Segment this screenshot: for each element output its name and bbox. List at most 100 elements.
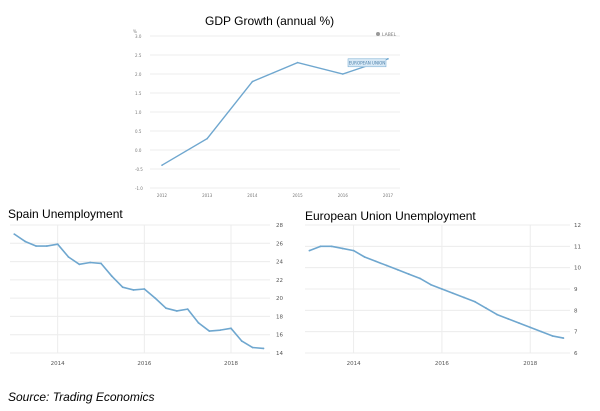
data-point	[387, 58, 389, 60]
series-line	[161, 58, 389, 166]
data-point	[251, 80, 254, 83]
data-point	[143, 288, 146, 290]
spain-unemployment-chart: Spain Unemployment 14 16 18 20 22 24 26 28 2014 2…	[0, 205, 285, 370]
y-tick-label: 8	[574, 308, 578, 314]
x-tick-label: 2015	[293, 193, 304, 198]
x-tick-label: 2014	[247, 193, 258, 198]
data-point	[407, 273, 410, 275]
data-point	[110, 275, 113, 278]
y-tick-label: 10	[574, 266, 581, 272]
y-tick-label: 22	[276, 278, 283, 284]
data-point	[251, 346, 254, 349]
y-tick-label: 3.0	[135, 34, 142, 39]
x-tick-label: 2016	[435, 361, 449, 367]
data-point	[230, 327, 232, 330]
y-tick-label: 24	[276, 260, 283, 266]
y-tick-label: 11	[574, 244, 581, 250]
y-tick-label: 26	[276, 241, 283, 247]
data-point	[35, 245, 37, 247]
data-point	[208, 330, 211, 332]
y-tick-label: 6	[574, 351, 578, 357]
x-tick-label: 2013	[202, 193, 213, 198]
data-point	[529, 326, 532, 329]
y-tick-label: 1.0	[135, 110, 142, 115]
data-point	[363, 256, 366, 258]
data-point	[13, 233, 16, 236]
source-note: Source: Trading Economics	[8, 390, 155, 404]
y-tick-label: 0.0	[135, 148, 142, 153]
x-tick-label: 2017	[383, 193, 394, 198]
gdp-plot: -1.0 -0.5 0.0 0.5 1.0 1.5 2.0 2.5 3.0% 2012 2013 20…	[133, 29, 400, 198]
data-point	[418, 277, 421, 280]
series-line	[13, 233, 264, 350]
y-tick-label: 2.0	[135, 72, 142, 77]
data-point	[206, 137, 208, 140]
data-point	[165, 307, 167, 310]
data-point	[385, 264, 388, 267]
y-tick-label: 18	[276, 314, 283, 320]
y-tick-label: 12	[574, 223, 581, 229]
y-tick-label: -1.0	[135, 186, 143, 191]
data-point	[100, 262, 102, 265]
data-point	[485, 307, 487, 310]
data-point	[67, 256, 70, 258]
data-point	[121, 286, 124, 289]
data-point	[540, 330, 543, 333]
data-point	[240, 340, 243, 343]
x-tick-label: 2018	[523, 361, 537, 367]
series-line	[309, 245, 564, 339]
data-point	[56, 243, 59, 246]
y-tick-label: 7	[574, 330, 578, 336]
eu-plot: 6 7 8 9 10 11 12 2014 2016 2018	[305, 223, 581, 367]
eu-unemployment-chart: European Union Unemployment 6 7 8 9 10 11 12 20…	[295, 205, 595, 370]
data-point	[507, 317, 510, 320]
data-point	[429, 283, 432, 286]
chart-title: GDP Growth (annual %)	[205, 14, 335, 28]
series-label-box	[347, 58, 387, 68]
legend-label: LABEL	[382, 32, 397, 38]
data-point	[474, 300, 476, 303]
y-tick-label: 9	[574, 287, 578, 293]
data-point	[463, 296, 465, 299]
data-point	[352, 249, 355, 252]
data-point	[330, 245, 333, 248]
data-point	[342, 73, 344, 75]
series-label: EUROPEAN UNION	[349, 60, 386, 65]
data-point	[154, 297, 157, 300]
chart-title: European Union Unemployment	[305, 209, 476, 223]
y-tick-label: 20	[276, 296, 283, 302]
y-unit-label: %	[133, 29, 137, 34]
data-point	[161, 164, 163, 166]
data-point	[186, 308, 189, 311]
y-tick-label: 0.5	[135, 129, 142, 134]
x-tick-label: 2016	[338, 193, 349, 198]
data-point	[132, 289, 135, 291]
data-point	[319, 245, 322, 248]
data-point	[518, 322, 521, 325]
y-tick-label: 1.5	[135, 91, 142, 96]
chart-title: Spain Unemployment	[8, 207, 123, 221]
x-tick-label: 2014	[347, 361, 361, 367]
gdp-growth-chart: GDP Growth (annual %) -1.0 -0.5 0.0 0.5 1.0 1…	[130, 8, 410, 208]
data-point	[175, 310, 178, 312]
data-point	[296, 61, 299, 64]
data-point	[496, 313, 499, 316]
data-point	[45, 245, 48, 247]
data-point	[396, 268, 399, 271]
data-point	[262, 347, 265, 350]
spain-plot: 14 16 18 20 22 24 26 28 2014 2016 2018	[10, 223, 283, 367]
x-tick-label: 2018	[224, 361, 238, 367]
data-point	[562, 337, 565, 339]
data-point	[308, 249, 311, 252]
x-tick-label: 2012	[157, 193, 168, 198]
y-tick-label: -0.5	[135, 167, 143, 172]
y-tick-label: 16	[276, 333, 283, 339]
data-point	[341, 247, 344, 250]
data-point	[441, 288, 443, 290]
x-tick-label: 2016	[137, 361, 151, 367]
y-tick-label: 14	[276, 351, 283, 357]
x-tick-label: 2014	[51, 361, 65, 367]
data-point	[24, 240, 27, 243]
data-point	[551, 335, 554, 337]
data-point	[374, 260, 377, 263]
